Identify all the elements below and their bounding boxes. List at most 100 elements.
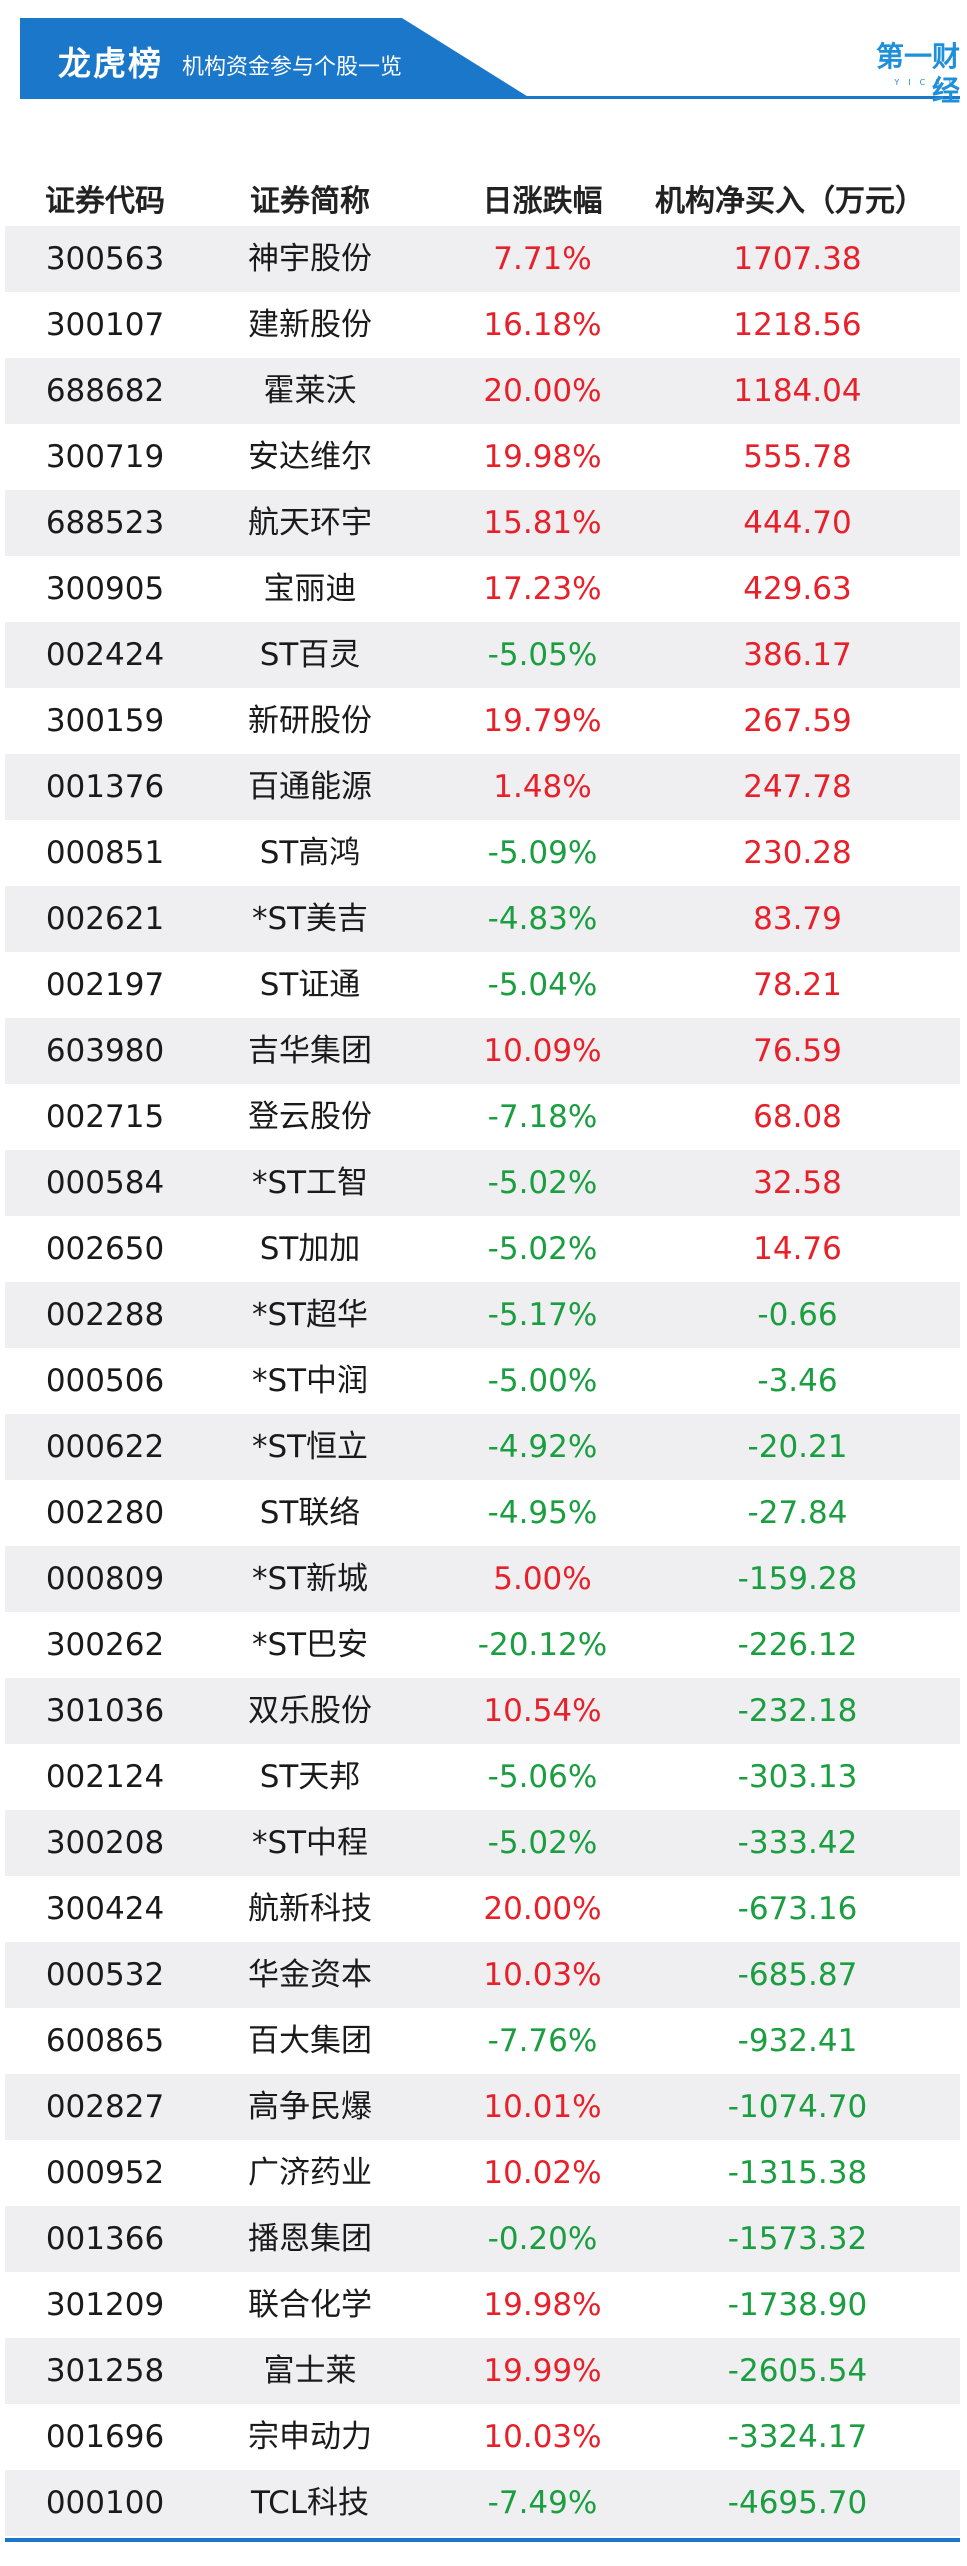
daily-change: -5.04% [487, 967, 598, 1003]
stock-code: 000532 [45, 1957, 165, 1993]
institution-net-buy: -226.12 [737, 1627, 858, 1663]
table-row: 002621 *ST美吉 -4.83% 83.79 [5, 886, 960, 952]
table-row: 000809 *ST新城 5.00% -159.28 [5, 1546, 960, 1612]
daily-change: -5.06% [487, 1759, 598, 1795]
page-title: 龙虎榜 [58, 44, 163, 83]
institution-net-buy: 444.70 [743, 505, 852, 541]
stock-code: 002280 [45, 1495, 165, 1531]
daily-change: -20.12% [477, 1627, 608, 1663]
table-row: 301258 富士莱 19.99% -2605.54 [5, 2338, 960, 2404]
stock-code: 001366 [45, 2221, 165, 2257]
stock-name: *ST美吉 [251, 901, 369, 937]
daily-change: -5.09% [487, 835, 598, 871]
table-row: 688682 霍莱沃 20.00% 1184.04 [5, 358, 960, 424]
table-row: 300719 安达维尔 19.98% 555.78 [5, 424, 960, 490]
stock-code: 300262 [45, 1627, 165, 1663]
institution-net-buy: 76.59 [753, 1033, 842, 1069]
institution-net-buy: 83.79 [753, 901, 842, 937]
daily-change: 10.09% [483, 1033, 602, 1069]
daily-change: -5.00% [487, 1363, 598, 1399]
institution-net-buy: 1707.38 [733, 241, 862, 277]
stock-name: 百通能源 [248, 769, 372, 805]
daily-change: -7.76% [487, 2023, 598, 2059]
institution-net-buy: -673.16 [737, 1891, 858, 1927]
institution-net-buy: 78.21 [753, 967, 842, 1003]
daily-change: 19.98% [483, 439, 602, 475]
stock-name: 百大集团 [248, 2023, 372, 2059]
daily-change: -4.83% [487, 901, 598, 937]
daily-change: -4.95% [487, 1495, 598, 1531]
stock-code: 001696 [45, 2419, 165, 2455]
table-row: 002280 ST联络 -4.95% -27.84 [5, 1480, 960, 1546]
table-row: 688523 航天环宇 15.81% 444.70 [5, 490, 960, 556]
institution-net-buy: -303.13 [737, 1759, 858, 1795]
stock-code: 000622 [45, 1429, 165, 1465]
table-row: 300424 航新科技 20.00% -673.16 [5, 1876, 960, 1942]
institution-net-buy: -159.28 [737, 1561, 858, 1597]
stock-name: *ST工智 [251, 1165, 369, 1201]
institution-net-buy: 267.59 [743, 703, 852, 739]
table-row: 000952 广济药业 10.02% -1315.38 [5, 2140, 960, 2206]
stock-code: 301036 [45, 1693, 165, 1729]
stock-code: 002650 [45, 1231, 165, 1267]
table-row: 000506 *ST中润 -5.00% -3.46 [5, 1348, 960, 1414]
stock-name: 新研股份 [248, 703, 372, 739]
daily-change: 5.00% [493, 1561, 592, 1597]
institution-net-buy: -27.84 [747, 1495, 848, 1531]
table-row: 603980 吉华集团 10.09% 76.59 [5, 1018, 960, 1084]
institution-net-buy: -1738.90 [727, 2287, 868, 2323]
stock-name: 航天环宇 [248, 505, 372, 541]
stock-name: 华金资本 [248, 1957, 372, 1993]
table-row: 001696 宗申动力 10.03% -3324.17 [5, 2404, 960, 2470]
stock-name: ST天邦 [259, 1759, 361, 1795]
stock-code: 300424 [45, 1891, 165, 1927]
institution-net-buy: -685.87 [737, 1957, 858, 1993]
stock-name: 高争民爆 [248, 2089, 372, 2125]
institution-net-buy: -1074.70 [727, 2089, 868, 2125]
daily-change: 1.48% [493, 769, 592, 805]
stock-code: 301209 [45, 2287, 165, 2323]
table-row: 000851 ST高鸿 -5.09% 230.28 [5, 820, 960, 886]
stock-name: 登云股份 [248, 1099, 372, 1135]
daily-change: 15.81% [483, 505, 602, 541]
column-header-code: 证券代码 [45, 184, 165, 219]
yicai-logo: 第一财经 [875, 40, 960, 107]
institution-net-buy: -333.42 [737, 1825, 858, 1861]
stock-name: *ST新城 [251, 1561, 369, 1597]
stock-code: 688523 [45, 505, 165, 541]
table-row: 002124 ST天邦 -5.06% -303.13 [5, 1744, 960, 1810]
daily-change: 20.00% [483, 373, 602, 409]
stock-name: ST证通 [259, 967, 361, 1003]
stock-name: 建新股份 [248, 307, 372, 343]
stock-code: 300563 [45, 241, 165, 277]
yicai-logo-sub: YICAI [894, 78, 960, 87]
institution-net-buy: 1218.56 [733, 307, 862, 343]
table-row: 002288 *ST超华 -5.17% -0.66 [5, 1282, 960, 1348]
institution-net-buy: 247.78 [743, 769, 852, 805]
stock-name: 航新科技 [248, 1891, 372, 1927]
daily-change: -7.49% [487, 2485, 598, 2521]
stock-code: 300159 [45, 703, 165, 739]
table-row: 002827 高争民爆 10.01% -1074.70 [5, 2074, 960, 2140]
institution-net-buy: 555.78 [743, 439, 852, 475]
stock-name: 播恩集团 [248, 2221, 372, 2257]
table-row: 001376 百通能源 1.48% 247.78 [5, 754, 960, 820]
table-row: 300159 新研股份 19.79% 267.59 [5, 688, 960, 754]
table-row: 002424 ST百灵 -5.05% 386.17 [5, 622, 960, 688]
page-subtitle: 机构资金参与个股一览 [182, 55, 403, 80]
institution-net-buy: -20.21 [747, 1429, 848, 1465]
institution-net-buy: 429.63 [743, 571, 852, 607]
daily-change: 10.01% [483, 2089, 602, 2125]
institution-net-buy: 1184.04 [733, 373, 862, 409]
stock-code: 301258 [45, 2353, 165, 2389]
stock-code: 000506 [45, 1363, 165, 1399]
table-row: 000532 华金资本 10.03% -685.87 [5, 1942, 960, 2008]
stock-name: *ST中程 [251, 1825, 369, 1861]
table-row: 300107 建新股份 16.18% 1218.56 [5, 292, 960, 358]
daily-change: -5.02% [487, 1825, 598, 1861]
table-row: 300905 宝丽迪 17.23% 429.63 [5, 556, 960, 622]
table-row: 300208 *ST中程 -5.02% -333.42 [5, 1810, 960, 1876]
stock-code: 002424 [45, 637, 165, 673]
daily-change: 7.71% [493, 241, 592, 277]
daily-change: 19.98% [483, 2287, 602, 2323]
